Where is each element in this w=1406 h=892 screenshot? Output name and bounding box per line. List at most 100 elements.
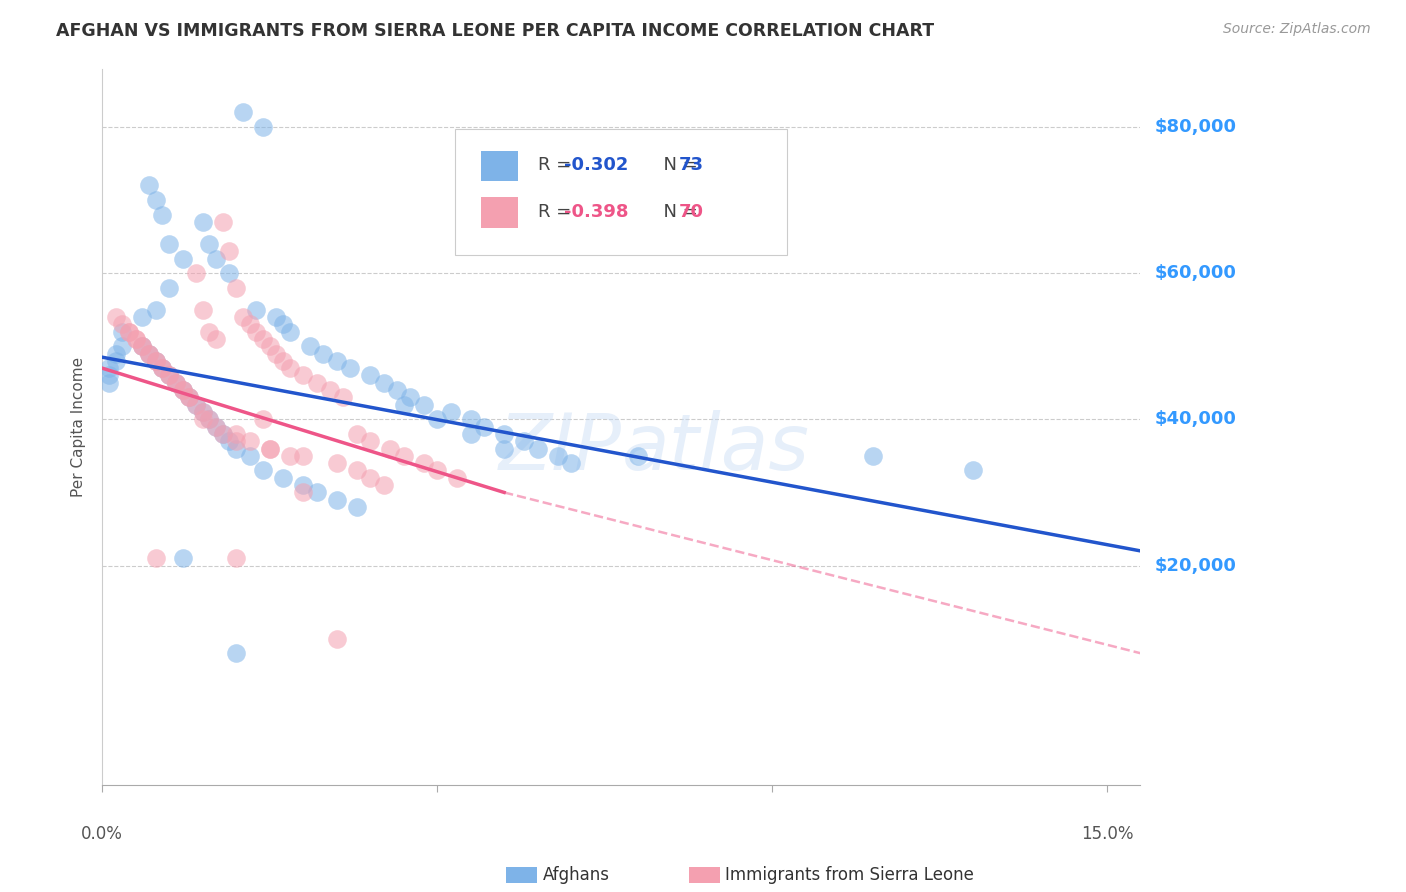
Point bbox=[138, 346, 160, 360]
Point bbox=[225, 442, 247, 456]
Point bbox=[191, 302, 214, 317]
Text: -0.398: -0.398 bbox=[564, 202, 628, 221]
Point bbox=[225, 426, 247, 441]
FancyBboxPatch shape bbox=[481, 151, 517, 181]
Point bbox=[373, 478, 395, 492]
Point bbox=[179, 391, 201, 405]
Point bbox=[271, 318, 294, 332]
Point bbox=[191, 412, 214, 426]
Point bbox=[319, 383, 342, 397]
Text: -0.302: -0.302 bbox=[564, 156, 628, 174]
Point bbox=[359, 471, 381, 485]
Point bbox=[399, 391, 422, 405]
Point bbox=[252, 332, 274, 346]
Point bbox=[118, 325, 141, 339]
Point bbox=[205, 332, 228, 346]
Point bbox=[184, 398, 207, 412]
Point bbox=[111, 325, 134, 339]
Point bbox=[104, 346, 127, 360]
Point bbox=[346, 426, 368, 441]
Point bbox=[152, 208, 174, 222]
Text: 70: 70 bbox=[679, 202, 703, 221]
FancyBboxPatch shape bbox=[481, 197, 517, 227]
Point bbox=[97, 368, 120, 383]
Point bbox=[373, 376, 395, 390]
Point bbox=[325, 354, 347, 368]
Point bbox=[145, 551, 167, 566]
Point bbox=[392, 398, 415, 412]
Point bbox=[131, 339, 153, 353]
Point bbox=[97, 361, 120, 376]
Text: $60,000: $60,000 bbox=[1154, 264, 1236, 282]
Point bbox=[292, 478, 315, 492]
Point bbox=[211, 215, 233, 229]
Point bbox=[111, 339, 134, 353]
Point bbox=[312, 346, 335, 360]
Point bbox=[359, 434, 381, 449]
Point bbox=[259, 442, 281, 456]
Point bbox=[165, 376, 187, 390]
Point bbox=[172, 551, 194, 566]
Point bbox=[157, 368, 180, 383]
Text: $80,000: $80,000 bbox=[1154, 118, 1236, 136]
Point bbox=[104, 354, 127, 368]
Point bbox=[184, 266, 207, 280]
Point bbox=[460, 412, 482, 426]
Point bbox=[266, 310, 288, 324]
Text: AFGHAN VS IMMIGRANTS FROM SIERRA LEONE PER CAPITA INCOME CORRELATION CHART: AFGHAN VS IMMIGRANTS FROM SIERRA LEONE P… bbox=[56, 22, 935, 40]
Point bbox=[627, 449, 650, 463]
Point bbox=[125, 332, 148, 346]
Point bbox=[225, 551, 247, 566]
Point bbox=[152, 361, 174, 376]
Point bbox=[172, 383, 194, 397]
Point bbox=[172, 383, 194, 397]
Text: $20,000: $20,000 bbox=[1154, 557, 1236, 574]
Point bbox=[152, 361, 174, 376]
Point bbox=[305, 376, 328, 390]
Text: 0.0%: 0.0% bbox=[82, 825, 124, 843]
Text: Source: ZipAtlas.com: Source: ZipAtlas.com bbox=[1223, 22, 1371, 37]
Text: 15.0%: 15.0% bbox=[1081, 825, 1133, 843]
Text: atlas: atlas bbox=[621, 410, 810, 486]
Point bbox=[271, 354, 294, 368]
Text: Afghans: Afghans bbox=[543, 866, 610, 884]
Point bbox=[184, 398, 207, 412]
Point bbox=[332, 391, 354, 405]
Point bbox=[225, 434, 247, 449]
Point bbox=[494, 426, 516, 441]
Point bbox=[198, 412, 221, 426]
Point bbox=[232, 310, 254, 324]
Point bbox=[560, 456, 582, 470]
Point bbox=[472, 419, 495, 434]
Point bbox=[298, 339, 321, 353]
Point bbox=[513, 434, 536, 449]
Text: R =: R = bbox=[538, 202, 578, 221]
Point bbox=[446, 471, 468, 485]
Point bbox=[157, 236, 180, 251]
Point bbox=[198, 412, 221, 426]
Point bbox=[412, 398, 434, 412]
Point bbox=[172, 252, 194, 266]
Y-axis label: Per Capita Income: Per Capita Income bbox=[72, 357, 86, 497]
Point bbox=[111, 318, 134, 332]
Point bbox=[211, 426, 233, 441]
Point bbox=[862, 449, 884, 463]
Point bbox=[359, 368, 381, 383]
Point bbox=[239, 318, 262, 332]
Point bbox=[245, 302, 267, 317]
Point bbox=[239, 434, 262, 449]
Point bbox=[205, 419, 228, 434]
Point bbox=[547, 449, 569, 463]
Point bbox=[198, 325, 221, 339]
Point bbox=[245, 325, 267, 339]
Point bbox=[252, 463, 274, 477]
Point bbox=[292, 485, 315, 500]
Point bbox=[157, 368, 180, 383]
Point bbox=[131, 339, 153, 353]
Point bbox=[339, 361, 361, 376]
Point bbox=[412, 456, 434, 470]
Point bbox=[494, 442, 516, 456]
Point bbox=[157, 281, 180, 295]
Point bbox=[292, 449, 315, 463]
Point bbox=[145, 354, 167, 368]
